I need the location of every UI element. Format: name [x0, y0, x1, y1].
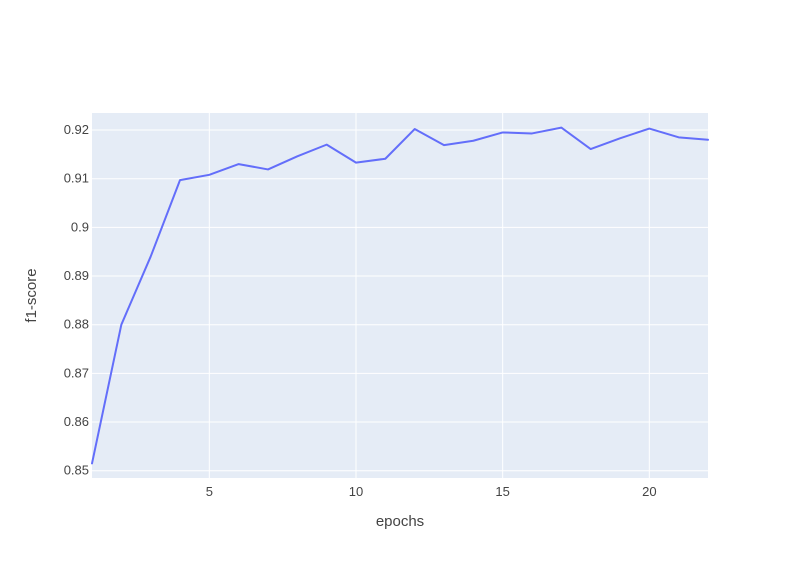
series-layer: [91, 126, 709, 465]
data-point: [502, 131, 504, 133]
data-point: [443, 144, 445, 146]
data-point: [238, 163, 240, 165]
data-point: [120, 324, 122, 326]
vertical-grid-lines: [208, 113, 650, 478]
data-point: [179, 179, 181, 181]
y-tick-label: 0.92: [64, 122, 89, 137]
x-tick-label: 10: [349, 484, 363, 499]
data-point: [560, 127, 562, 129]
horizontal-grid-lines: [92, 129, 708, 472]
plot-area: [92, 113, 708, 478]
y-tick-label: 0.86: [64, 414, 89, 429]
data-point: [590, 148, 592, 150]
data-point: [648, 128, 650, 130]
x-tick-label: 5: [206, 484, 213, 499]
y-tick-label: 0.85: [64, 463, 89, 478]
data-point: [267, 168, 269, 170]
data-point: [707, 139, 709, 141]
x-tick-label: 15: [495, 484, 509, 499]
data-point: [414, 128, 416, 130]
data-point: [296, 155, 298, 157]
y-tick-label: 0.88: [64, 317, 89, 332]
y-tick-label: 0.91: [64, 171, 89, 186]
series-line: [91, 126, 709, 465]
data-point: [355, 162, 357, 164]
data-point: [531, 132, 533, 134]
data-point: [472, 140, 474, 142]
data-point: [208, 174, 210, 176]
y-tick-labels: 0.85 0.86 0.87 0.88 0.89 0.9 0.91 0.92: [64, 122, 89, 478]
x-tick-label: 20: [642, 484, 656, 499]
data-point: [91, 462, 93, 464]
data-point: [384, 158, 386, 160]
data-point: [678, 136, 680, 138]
y-tick-label: 0.9: [71, 219, 89, 234]
data-point: [326, 144, 328, 146]
data-point: [619, 137, 621, 139]
y-tick-label: 0.87: [64, 365, 89, 380]
data-point: [150, 256, 152, 258]
x-axis-title: epochs: [376, 513, 424, 530]
y-tick-label: 0.89: [64, 268, 89, 283]
y-axis-title: f1-score: [23, 268, 40, 322]
x-tick-labels: 5 10 15 20: [206, 484, 657, 499]
